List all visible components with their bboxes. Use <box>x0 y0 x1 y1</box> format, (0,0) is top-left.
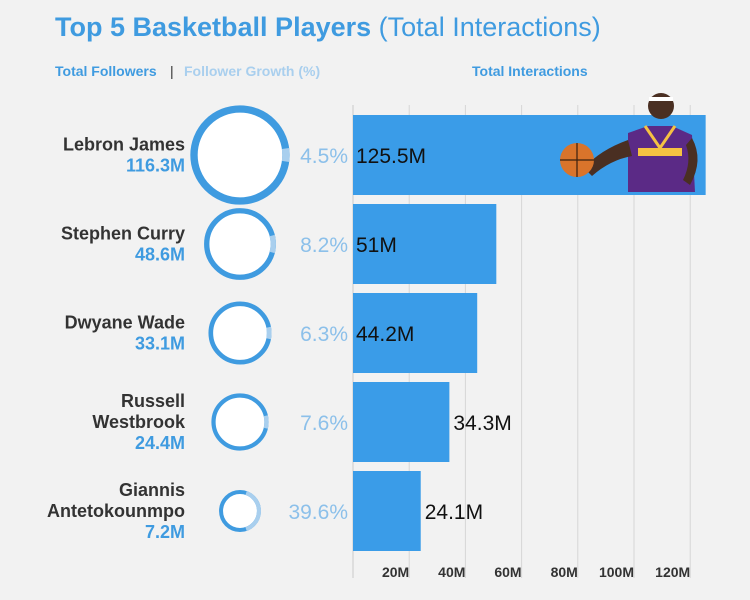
jersey-lettering <box>638 148 682 156</box>
chart-title: Top 5 Basketball Players (Total Interact… <box>55 12 601 43</box>
player-name: Giannis <box>119 480 185 500</box>
headband <box>649 97 673 101</box>
title-sub: (Total Interactions) <box>378 12 601 42</box>
growth-label: 4.5% <box>300 145 348 168</box>
interaction-value-label: 34.3M <box>453 412 511 435</box>
interaction-bar <box>353 471 421 551</box>
x-tick-label: 80M <box>551 564 578 580</box>
follower-ring <box>204 208 276 280</box>
player-name: Russell <box>121 391 185 411</box>
interaction-value-label: 125.5M <box>356 145 426 168</box>
growth-arc <box>211 393 269 451</box>
growth-label: 39.6% <box>288 501 348 524</box>
growth-label: 7.6% <box>300 412 348 435</box>
x-tick-label: 20M <box>382 564 409 580</box>
basketball-seams <box>560 143 594 177</box>
player-name: Stephen Curry <box>61 224 185 244</box>
right-arm <box>683 138 698 185</box>
follower-count: 24.4M <box>135 433 185 453</box>
left-arm <box>584 140 632 176</box>
growth-label: 6.3% <box>300 323 348 346</box>
follower-count: 48.6M <box>135 245 185 265</box>
player-name: Westbrook <box>92 412 186 432</box>
interaction-bar <box>353 293 478 373</box>
growth-arc <box>219 490 261 532</box>
interaction-value-label: 51M <box>356 234 397 257</box>
jersey-shape <box>628 126 695 192</box>
interaction-value-label: 44.2M <box>356 323 414 346</box>
follower-ring <box>190 105 290 205</box>
follower-count: 33.1M <box>135 334 185 354</box>
interaction-bar <box>353 204 497 284</box>
lebron-james-photo <box>560 93 698 192</box>
growth-label: 8.2% <box>300 234 348 257</box>
interaction-bar <box>353 382 450 462</box>
player-name: Antetokounmpo <box>47 501 185 521</box>
growth-arc <box>208 301 272 365</box>
legend-total-followers: Total Followers <box>55 63 157 79</box>
x-tick-label: 100M <box>599 564 634 580</box>
follower-ring <box>211 393 269 451</box>
legend-separator: | <box>170 63 174 79</box>
legend-total-interactions: Total Interactions <box>472 63 588 79</box>
follower-ring <box>208 301 272 365</box>
follower-count: 7.2M <box>145 522 185 542</box>
head-shape <box>648 93 674 119</box>
growth-arc <box>190 105 290 205</box>
x-tick-label: 40M <box>438 564 465 580</box>
x-tick-label: 120M <box>655 564 690 580</box>
follower-count: 116.3M <box>126 156 185 176</box>
interaction-value-label: 24.1M <box>425 501 483 524</box>
x-tick-label: 60M <box>494 564 521 580</box>
player-name: Dwyane Wade <box>65 313 185 333</box>
legend-follower-growth: Follower Growth (%) <box>184 63 321 79</box>
title-main: Top 5 Basketball Players <box>55 12 372 42</box>
player-name: Lebron James <box>63 135 185 155</box>
